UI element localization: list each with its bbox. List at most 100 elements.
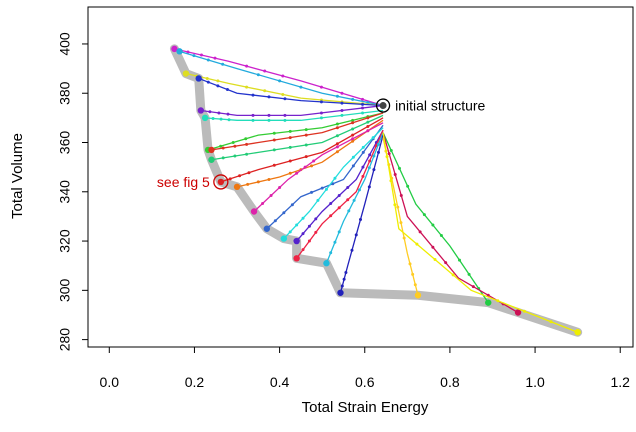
series-point — [245, 64, 249, 68]
series-point — [319, 111, 323, 115]
series-point — [352, 198, 356, 202]
series-point — [281, 92, 285, 96]
series-point — [267, 177, 271, 181]
series-point — [431, 245, 435, 249]
series-point — [333, 240, 337, 244]
series-point — [346, 198, 350, 202]
series-point — [301, 248, 305, 252]
series-point — [245, 85, 249, 89]
y-tick-label: 380 — [57, 81, 73, 105]
series-point — [269, 193, 273, 197]
series-line — [207, 112, 384, 151]
x-tick-label: 1.2 — [610, 374, 630, 390]
series-point — [324, 187, 328, 191]
series-point — [361, 97, 365, 101]
series-point — [238, 174, 242, 178]
plot-layer: 0.0 0.2 0.4 0.6 0.8 1.0 1.2 280 300 320 340 360 380 4… — [57, 6, 634, 390]
initial-structure-marker — [375, 98, 391, 113]
series-point — [549, 320, 553, 324]
series-point — [263, 69, 267, 73]
series-endpoint — [197, 107, 205, 114]
series-point — [366, 129, 370, 133]
series-point — [310, 164, 314, 168]
series-point — [213, 56, 217, 60]
series-point — [366, 124, 370, 128]
series-point — [329, 201, 333, 205]
series-point — [335, 145, 339, 149]
series-point — [283, 97, 287, 101]
series-point — [368, 159, 372, 163]
series-endpoint — [176, 48, 183, 55]
series-point — [246, 182, 250, 186]
series-point — [361, 174, 365, 178]
plot-frame — [87, 6, 634, 348]
series-endpoint — [323, 260, 330, 267]
series-point — [206, 80, 210, 84]
series-point — [408, 262, 412, 266]
series-point — [267, 118, 271, 122]
series-endpoint — [263, 225, 271, 232]
series-point — [290, 203, 294, 207]
annotation-label: initial structure — [395, 98, 485, 114]
series-point — [361, 145, 365, 149]
series-point — [385, 155, 389, 159]
series-point — [288, 145, 292, 149]
series-point — [402, 236, 406, 240]
series-point — [261, 201, 265, 205]
series-point — [357, 188, 361, 192]
series-point — [431, 223, 435, 227]
series-point — [368, 153, 372, 157]
series-point — [337, 206, 341, 210]
series-line — [220, 117, 384, 183]
series-point — [319, 100, 323, 104]
series-point — [233, 154, 237, 158]
series-point — [371, 136, 375, 140]
series-endpoint — [171, 45, 178, 53]
series-point — [316, 198, 320, 202]
y-tick-label: 340 — [57, 180, 73, 204]
series-point — [335, 94, 339, 98]
series-point — [304, 133, 308, 137]
series-endpoint — [201, 114, 209, 122]
series-point — [389, 179, 393, 183]
series-point — [186, 50, 190, 54]
series-point — [304, 128, 308, 132]
series-point — [522, 309, 526, 313]
series-point — [337, 193, 341, 197]
series-point — [216, 79, 220, 83]
series-point — [221, 62, 225, 66]
series-point — [351, 137, 355, 141]
series-point — [351, 164, 355, 168]
series-point — [208, 110, 212, 114]
series-point — [367, 166, 371, 170]
series-point — [267, 113, 271, 117]
series-point — [295, 171, 299, 175]
series-point — [344, 270, 348, 274]
series-point — [340, 91, 344, 95]
series-point — [347, 209, 351, 213]
series-line — [211, 112, 384, 151]
series-point — [351, 139, 355, 143]
series-point — [393, 173, 397, 177]
y-tick-label: 400 — [57, 32, 73, 56]
x-axis-title: Total Strain Energy — [302, 399, 429, 416]
series-point — [351, 118, 355, 122]
series-point — [244, 137, 248, 141]
series-point — [219, 117, 223, 121]
series-point — [282, 211, 286, 215]
series-point — [393, 203, 397, 207]
series-point — [387, 152, 391, 156]
series-point — [256, 73, 260, 77]
y-tick-label: 320 — [57, 229, 73, 253]
series-point — [251, 118, 255, 122]
series-point — [272, 138, 276, 142]
series-point — [396, 205, 400, 209]
x-tick-label: 1.0 — [525, 374, 545, 390]
series-point — [278, 185, 282, 189]
series-point — [206, 58, 210, 62]
series-point — [221, 146, 225, 150]
series-point — [288, 136, 292, 140]
y-tick-label: 280 — [57, 328, 73, 352]
series-line — [185, 72, 384, 107]
series-point — [399, 221, 403, 225]
